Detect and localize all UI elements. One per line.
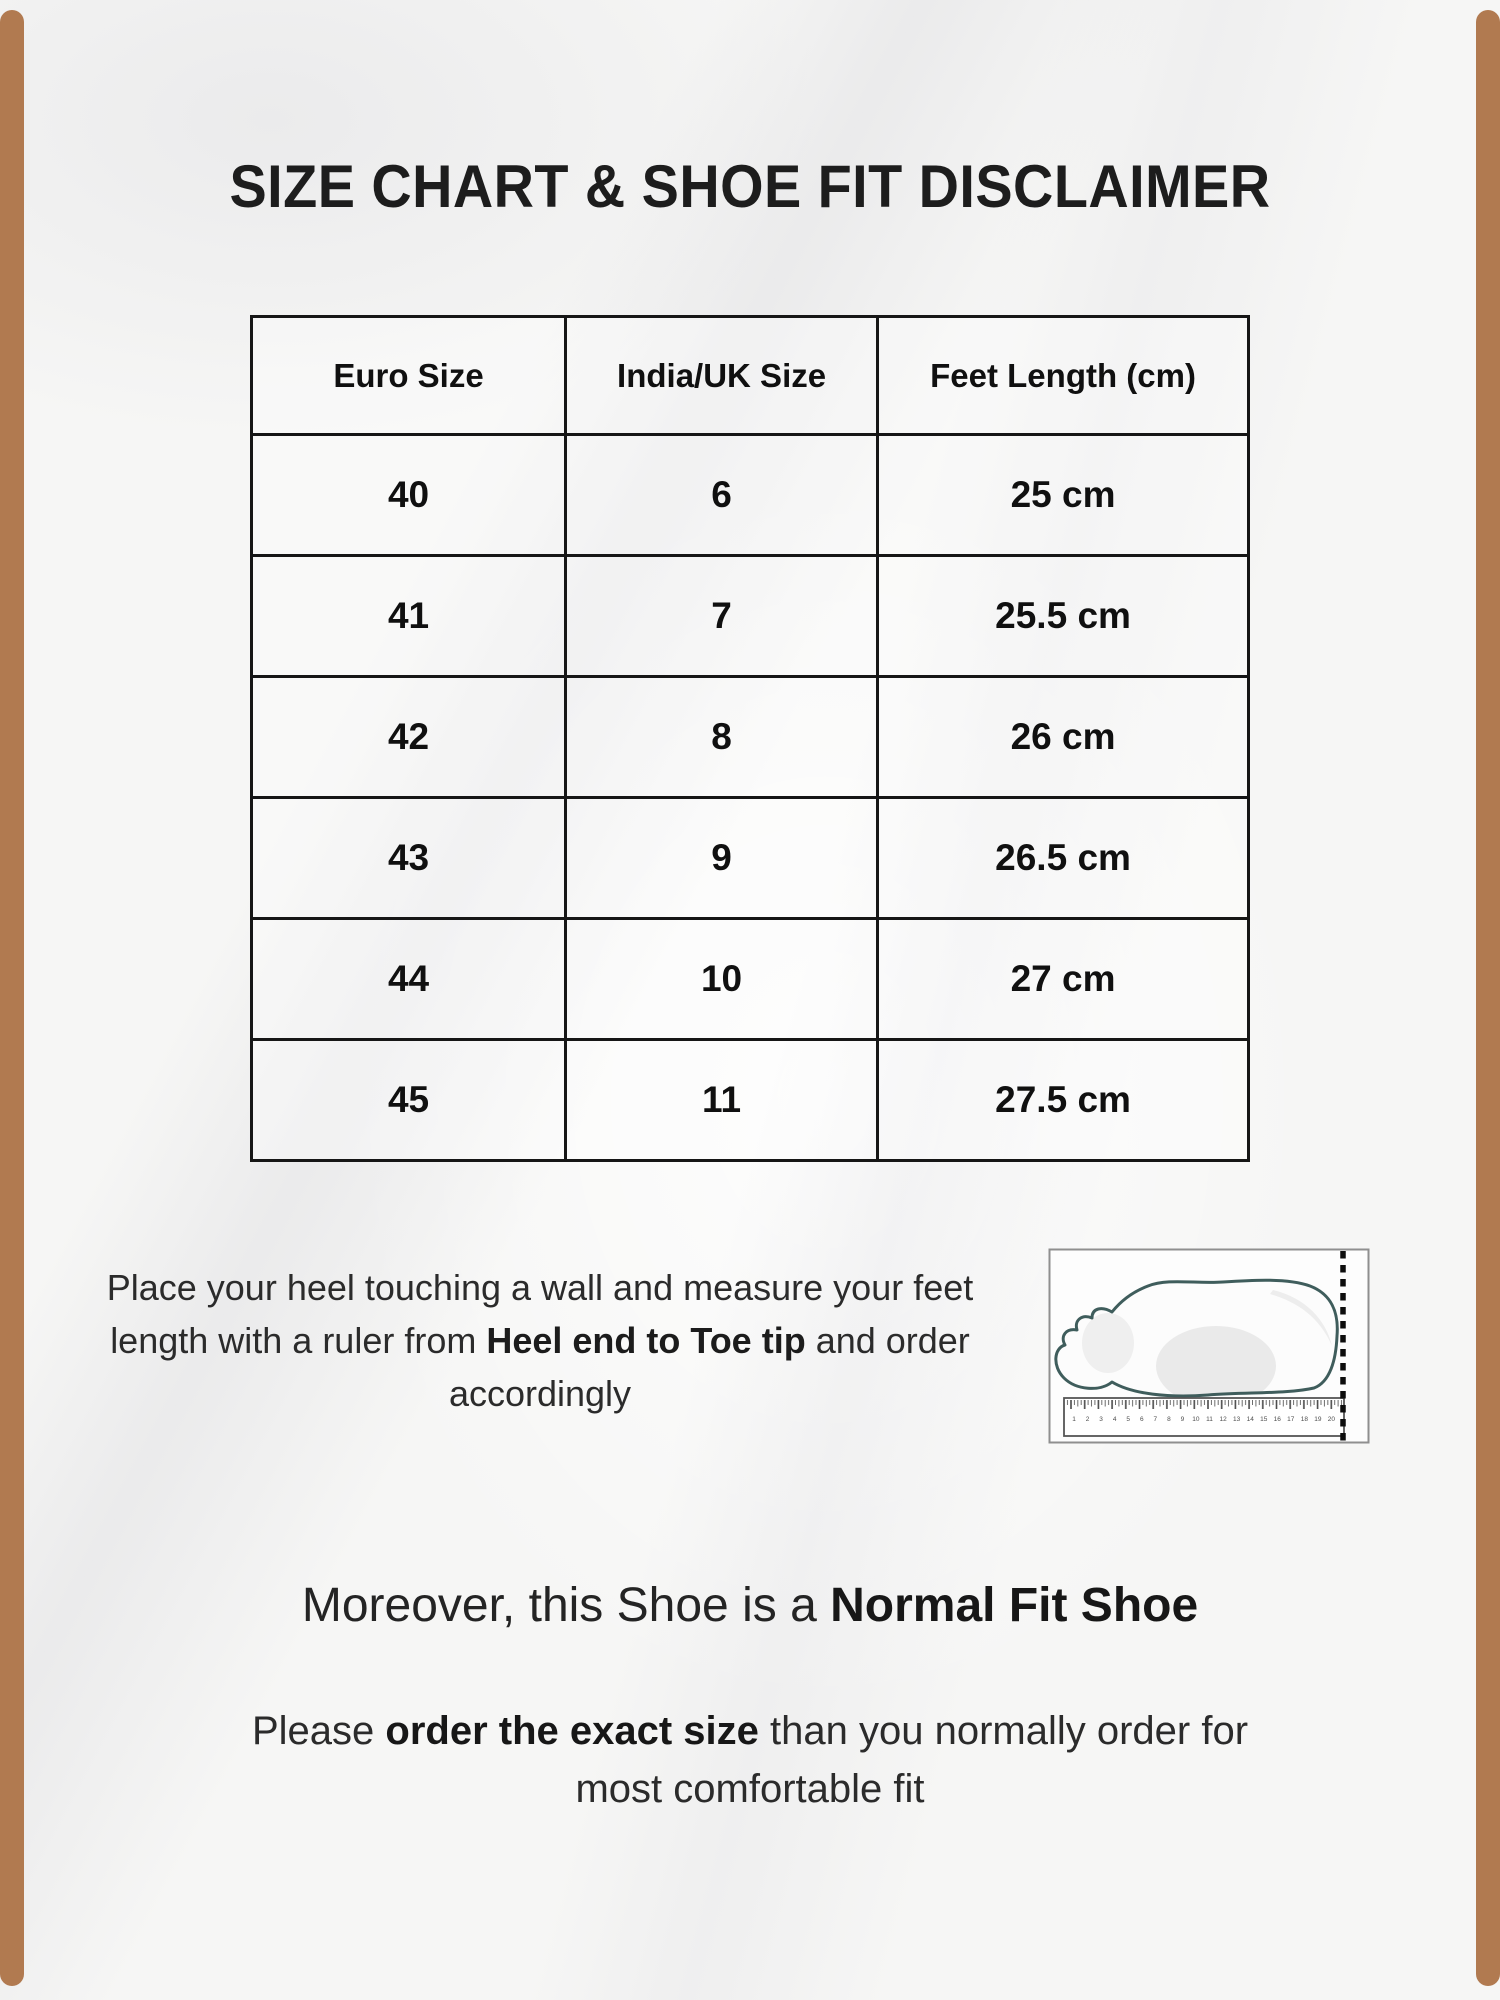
table-row: 42 8 26 cm <box>249 675 1250 799</box>
cell-length: 27.5 cm <box>876 1038 1250 1162</box>
header-euro-size: Euro Size <box>249 315 568 436</box>
right-accent-bar <box>1476 10 1500 1986</box>
cell-ukin: 6 <box>564 433 880 557</box>
cell-ukin: 8 <box>564 675 880 799</box>
cell-ukin: 7 <box>564 554 880 678</box>
fit-note-bold: Normal Fit Shoe <box>830 1579 1199 1632</box>
ruler-number: 2 <box>1086 1416 1090 1423</box>
table-row: 41 7 25.5 cm <box>249 554 1250 678</box>
ruler-number: 10 <box>1192 1416 1200 1423</box>
ruler-number: 5 <box>1126 1416 1130 1423</box>
cell-euro: 45 <box>249 1038 568 1162</box>
ruler-number: 18 <box>1301 1416 1309 1423</box>
table-row: 45 11 27.5 cm <box>249 1038 1250 1162</box>
ruler-icon: 1 2 3 4 5 6 7 8 9 10 11 12 13 14 15 16 17 18 19 20 <box>1063 1397 1345 1437</box>
cell-ukin: 11 <box>564 1038 880 1162</box>
table-header-row: Euro Size India/UK Size Feet Length (cm) <box>249 315 1250 436</box>
foot-outline-icon <box>1054 1278 1339 1398</box>
page-title: SIZE CHART & SHOE FIT DISCLAIMER <box>229 153 1271 220</box>
ruler-number: 6 <box>1140 1416 1144 1423</box>
cell-ukin: 10 <box>564 917 880 1041</box>
ruler-number: 12 <box>1219 1416 1227 1423</box>
ruler-number: 4 <box>1113 1416 1117 1423</box>
instructions-text-bold: Heel end to Toe tip <box>486 1319 806 1361</box>
order-note-start: Please <box>251 1709 386 1753</box>
table-row: 44 10 27 cm <box>249 917 1250 1041</box>
cell-length: 26.5 cm <box>876 796 1250 920</box>
cell-euro: 40 <box>249 433 568 557</box>
instructions-text-start: Place your heel touching a wall and meas… <box>106 1267 974 1361</box>
ruler-number: 13 <box>1233 1416 1241 1423</box>
cell-euro: 43 <box>249 796 568 920</box>
cell-length: 25 cm <box>876 433 1250 557</box>
table-row: 43 9 26.5 cm <box>249 796 1250 920</box>
measure-instructions-text: Place your heel touching a wall and meas… <box>100 1262 980 1421</box>
ruler-number: 16 <box>1274 1416 1282 1423</box>
header-india-uk-size: India/UK Size <box>564 315 880 436</box>
cell-euro: 44 <box>249 917 568 1041</box>
ruler-number: 19 <box>1314 1416 1322 1423</box>
header-feet-length: Feet Length (cm) <box>876 315 1250 436</box>
cell-length: 27 cm <box>876 917 1250 1041</box>
fit-note-start: Moreover, this Shoe is a <box>301 1579 831 1632</box>
ruler-number: 9 <box>1181 1416 1185 1423</box>
instructions-text-end: and order accordingly <box>448 1319 970 1414</box>
foot-measurement-illustration: 1 2 3 4 5 6 7 8 9 10 11 12 13 14 15 16 17 18 19 20 <box>1048 1248 1370 1444</box>
order-note-end: than you normally order for most comfort… <box>575 1709 1249 1811</box>
ruler-number: 8 <box>1167 1416 1171 1423</box>
size-chart-table: Euro Size India/UK Size Feet Length (cm)… <box>249 315 1250 1162</box>
table-row: 40 6 25 cm <box>249 433 1250 557</box>
cell-euro: 41 <box>249 554 568 678</box>
ruler-number: 20 <box>1328 1416 1336 1423</box>
cell-euro: 42 <box>249 675 568 799</box>
fit-note-text: Moreover, this Shoe is a Normal Fit Shoe <box>0 1578 1500 1633</box>
ruler-number: 11 <box>1206 1416 1213 1423</box>
cell-length: 26 cm <box>876 675 1250 799</box>
order-note-bold: order the exact size <box>385 1709 759 1753</box>
ruler-number: 15 <box>1260 1416 1268 1423</box>
ruler-number: 7 <box>1153 1416 1157 1423</box>
ruler-number: 14 <box>1247 1416 1255 1423</box>
cell-length: 25.5 cm <box>876 554 1250 678</box>
ruler-number: 3 <box>1099 1416 1103 1423</box>
left-accent-bar <box>0 10 24 1986</box>
ruler-number: 17 <box>1287 1416 1295 1423</box>
cell-ukin: 9 <box>564 796 880 920</box>
ruler-number: 1 <box>1072 1416 1076 1423</box>
order-note-text: Please order the exact size than you nor… <box>230 1702 1270 1818</box>
